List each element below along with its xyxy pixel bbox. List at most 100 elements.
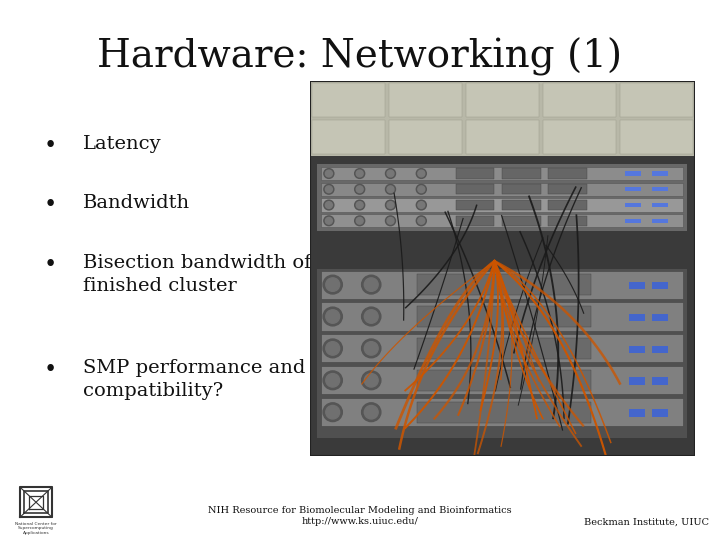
Bar <box>321 167 683 180</box>
Circle shape <box>323 307 342 326</box>
Bar <box>626 171 641 176</box>
Circle shape <box>361 403 381 422</box>
Bar <box>318 268 687 437</box>
Circle shape <box>323 339 342 358</box>
Text: SMP performance and
compatibility?: SMP performance and compatibility? <box>83 359 305 400</box>
Bar <box>503 200 541 210</box>
Bar <box>652 219 668 223</box>
Bar <box>321 366 683 394</box>
Bar <box>549 184 587 194</box>
Bar <box>629 314 644 321</box>
Bar <box>626 203 641 207</box>
Circle shape <box>387 201 394 208</box>
Bar <box>629 346 644 353</box>
Circle shape <box>323 403 342 422</box>
Circle shape <box>325 374 340 387</box>
Text: •: • <box>44 194 57 217</box>
Circle shape <box>355 216 365 226</box>
Circle shape <box>356 170 363 177</box>
Bar <box>418 306 591 327</box>
Bar <box>620 83 693 117</box>
Bar <box>549 200 587 210</box>
Bar <box>466 83 539 117</box>
Circle shape <box>418 170 425 177</box>
Bar <box>629 282 644 289</box>
Bar <box>543 120 616 154</box>
Bar <box>310 81 695 164</box>
Bar <box>321 199 683 212</box>
Circle shape <box>355 168 365 178</box>
Circle shape <box>385 200 395 210</box>
Text: Bisection bandwidth of
finished cluster: Bisection bandwidth of finished cluster <box>83 254 311 295</box>
Bar <box>312 83 384 117</box>
Circle shape <box>385 168 395 178</box>
Circle shape <box>364 406 378 419</box>
Circle shape <box>361 307 381 326</box>
Bar <box>652 282 668 289</box>
Bar <box>549 216 587 226</box>
Bar <box>629 377 644 385</box>
Bar <box>549 168 587 179</box>
Bar <box>389 120 462 154</box>
Bar <box>456 200 495 210</box>
Bar <box>466 120 539 154</box>
Bar <box>318 164 687 231</box>
Bar <box>503 168 541 179</box>
Circle shape <box>355 200 365 210</box>
Circle shape <box>323 275 342 294</box>
Bar <box>456 216 495 226</box>
Bar <box>543 83 616 117</box>
Bar <box>652 187 668 191</box>
Bar <box>652 377 668 385</box>
Circle shape <box>385 184 395 194</box>
Circle shape <box>355 184 365 194</box>
Bar <box>321 398 683 426</box>
Circle shape <box>385 216 395 226</box>
Bar <box>418 402 591 422</box>
Circle shape <box>325 201 333 208</box>
Text: NIH Resource for Biomolecular Modeling and Bioinformatics
http://www.ks.uiuc.edu: NIH Resource for Biomolecular Modeling a… <box>208 507 512 526</box>
Circle shape <box>325 342 340 355</box>
Bar <box>321 183 683 196</box>
Bar <box>456 168 495 179</box>
Circle shape <box>325 406 340 419</box>
Bar <box>312 120 384 154</box>
Circle shape <box>416 184 426 194</box>
Bar <box>456 184 495 194</box>
Circle shape <box>325 170 333 177</box>
Circle shape <box>356 186 363 193</box>
Circle shape <box>364 374 378 387</box>
Bar <box>418 370 591 390</box>
Bar <box>321 214 683 227</box>
Bar <box>626 219 641 223</box>
Text: •: • <box>44 359 57 381</box>
Text: •: • <box>44 135 57 157</box>
Bar <box>652 171 668 176</box>
Circle shape <box>356 218 363 224</box>
Circle shape <box>418 218 425 224</box>
Bar <box>503 216 541 226</box>
Bar <box>652 409 668 417</box>
Circle shape <box>418 201 425 208</box>
Text: Latency: Latency <box>83 135 161 153</box>
Circle shape <box>325 310 340 323</box>
Circle shape <box>387 218 394 224</box>
Text: Bandwidth: Bandwidth <box>83 194 190 212</box>
Circle shape <box>324 168 334 178</box>
Circle shape <box>325 278 340 292</box>
Circle shape <box>325 218 333 224</box>
Text: •: • <box>44 254 57 276</box>
Circle shape <box>364 310 378 323</box>
Text: National Center for
Supercomputing
Applications: National Center for Supercomputing Appli… <box>15 522 57 535</box>
Bar <box>652 203 668 207</box>
Bar <box>389 83 462 117</box>
Bar <box>321 334 683 362</box>
Circle shape <box>364 278 378 292</box>
Bar <box>310 156 695 456</box>
Bar <box>626 187 641 191</box>
Circle shape <box>416 216 426 226</box>
Bar <box>629 409 644 417</box>
Circle shape <box>361 371 381 390</box>
Circle shape <box>387 170 394 177</box>
Circle shape <box>387 186 394 193</box>
